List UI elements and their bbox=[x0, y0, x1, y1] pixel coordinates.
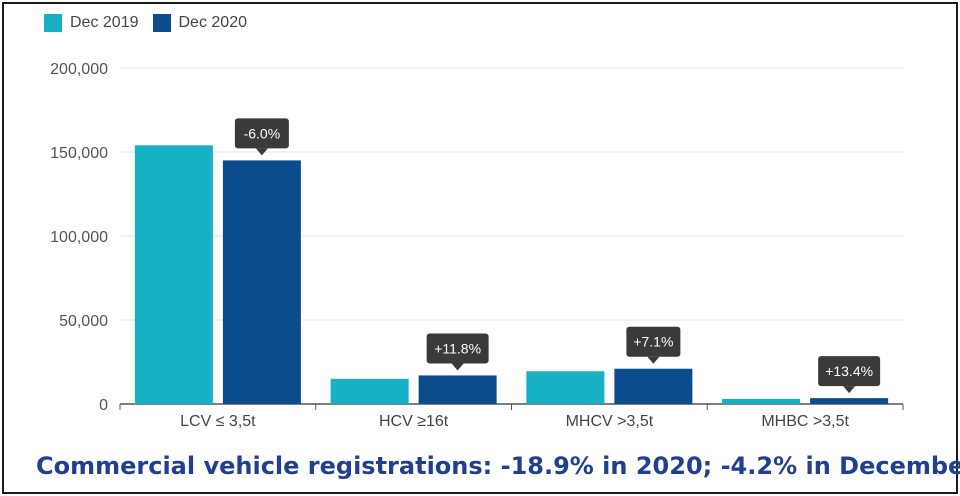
legend-item-dec-2020: Dec 2020 bbox=[152, 14, 248, 32]
x-tick-label: HCV ≥16t bbox=[379, 413, 449, 430]
bar-chart: 0 50,000 100,000 150,000 200,000 LCV ≤ 3,5t -6… bbox=[50, 61, 904, 430]
bar bbox=[722, 398, 801, 404]
legend-swatch-dec-2019 bbox=[44, 14, 62, 32]
y-tick-label: 0 bbox=[99, 397, 108, 414]
legend: Dec 2019 Dec 2020 bbox=[44, 14, 261, 32]
y-tick-label: 100,000 bbox=[50, 229, 108, 246]
bar bbox=[810, 398, 889, 404]
bar bbox=[614, 368, 693, 404]
annotation-pointer bbox=[255, 148, 268, 156]
annotation-pointer bbox=[451, 363, 464, 371]
y-tick-label: 50,000 bbox=[59, 313, 108, 330]
bar bbox=[222, 160, 301, 404]
legend-label-dec-2019: Dec 2019 bbox=[70, 14, 139, 31]
bar bbox=[418, 375, 497, 404]
legend-item-dec-2019: Dec 2019 bbox=[44, 14, 139, 32]
x-tick-label: MHCV >3,5t bbox=[566, 413, 654, 430]
y-tick-label: 150,000 bbox=[50, 145, 108, 162]
annotation-bubble bbox=[626, 326, 681, 357]
annotation-bubble bbox=[426, 333, 489, 364]
annotation-bubble bbox=[234, 118, 289, 149]
annotation-label: +7.1% bbox=[633, 334, 673, 350]
annotation-label: +13.4% bbox=[825, 363, 873, 379]
bar bbox=[526, 371, 605, 404]
x-tick-label: LCV ≤ 3,5t bbox=[180, 413, 256, 430]
bar bbox=[134, 145, 213, 404]
chart-caption: Commercial vehicle registrations: -18.9%… bbox=[36, 452, 960, 480]
annotation-bubble bbox=[818, 356, 881, 387]
y-tick-label: 200,000 bbox=[50, 61, 108, 78]
annotation-label: +11.8% bbox=[434, 340, 481, 356]
x-tick-label: MHBC >3,5t bbox=[761, 413, 849, 430]
annotation-pointer bbox=[647, 356, 660, 364]
legend-swatch-dec-2020 bbox=[152, 14, 171, 32]
bar bbox=[330, 378, 409, 404]
annotation-label: -6.0% bbox=[244, 125, 281, 141]
annotation-pointer bbox=[843, 386, 856, 394]
legend-label-dec-2020: Dec 2020 bbox=[178, 14, 248, 31]
